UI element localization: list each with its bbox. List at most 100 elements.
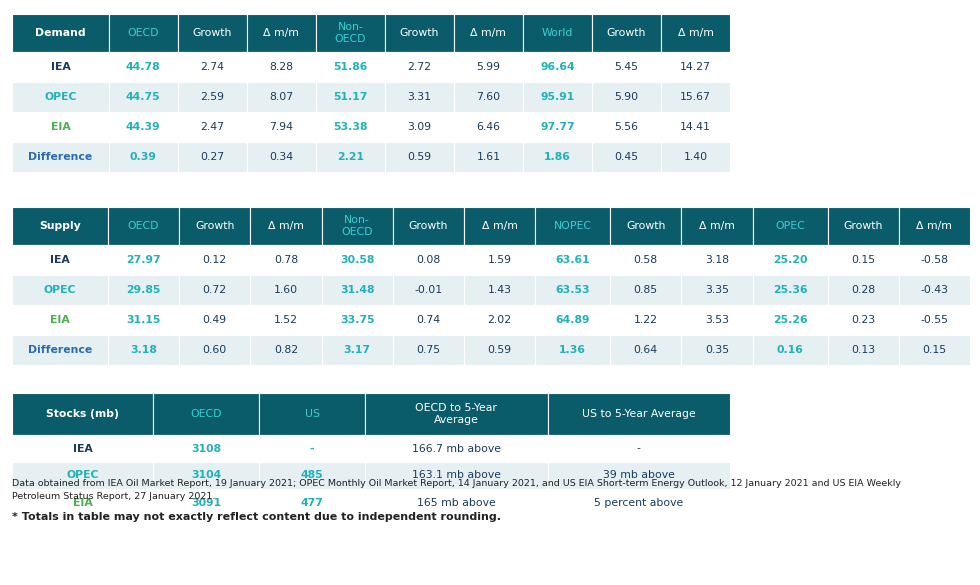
Text: Growth: Growth [409, 221, 448, 231]
Text: 0.64: 0.64 [634, 345, 658, 355]
Bar [247, 142, 316, 172]
Text: Growth: Growth [195, 221, 234, 231]
Text: 3.31: 3.31 [408, 92, 431, 102]
Bar [535, 305, 611, 335]
Bar [366, 393, 548, 435]
Text: 7.94: 7.94 [270, 122, 293, 132]
Bar [179, 207, 250, 245]
Text: 3.18: 3.18 [130, 345, 157, 355]
Bar [454, 112, 523, 142]
Text: 1.43: 1.43 [488, 285, 512, 295]
Text: 0.59: 0.59 [488, 345, 512, 355]
Bar [661, 142, 730, 172]
Text: 25.20: 25.20 [773, 255, 808, 265]
Text: 44.75: 44.75 [126, 92, 161, 102]
Text: 2.72: 2.72 [408, 62, 431, 72]
Text: Growth: Growth [844, 221, 883, 231]
Bar [523, 142, 592, 172]
Text: EIA: EIA [50, 315, 70, 325]
Bar [611, 335, 681, 365]
Text: IEA: IEA [50, 255, 70, 265]
Text: 7.60: 7.60 [476, 92, 501, 102]
Text: 8.07: 8.07 [270, 92, 293, 102]
Text: 5.56: 5.56 [614, 122, 638, 132]
Text: 1.22: 1.22 [634, 315, 658, 325]
Text: Δ m/m: Δ m/m [269, 221, 304, 231]
Bar [321, 275, 393, 305]
Bar [753, 335, 827, 365]
Bar [385, 82, 454, 112]
Bar [12, 52, 109, 82]
Bar [259, 489, 366, 516]
Bar [661, 14, 730, 52]
Text: 0.82: 0.82 [274, 345, 298, 355]
Text: 1.60: 1.60 [274, 285, 298, 295]
Bar [385, 112, 454, 142]
Text: 25.36: 25.36 [773, 285, 808, 295]
Text: OECD: OECD [127, 221, 160, 231]
Bar [108, 207, 179, 245]
Text: Growth: Growth [400, 28, 439, 38]
Bar [681, 335, 753, 365]
Bar [465, 207, 535, 245]
Text: OECD to 5-Year
Average: OECD to 5-Year Average [416, 403, 497, 425]
Text: 14.41: 14.41 [680, 122, 710, 132]
Text: Δ m/m: Δ m/m [264, 28, 299, 38]
Bar [321, 335, 393, 365]
Bar [465, 305, 535, 335]
Text: 1.86: 1.86 [544, 152, 571, 162]
Text: 3108: 3108 [191, 443, 221, 453]
Text: 5.90: 5.90 [614, 92, 639, 102]
Bar [592, 112, 661, 142]
Bar [592, 142, 661, 172]
Bar [681, 275, 753, 305]
Bar [366, 435, 548, 462]
Bar [899, 245, 970, 275]
Bar [179, 305, 250, 335]
Text: -0.43: -0.43 [920, 285, 949, 295]
Bar [611, 275, 681, 305]
Bar [109, 82, 177, 112]
Text: 2.74: 2.74 [200, 62, 224, 72]
Text: 1.52: 1.52 [274, 315, 298, 325]
Text: 33.75: 33.75 [340, 315, 374, 325]
Bar [177, 82, 247, 112]
Text: 1.40: 1.40 [683, 152, 708, 162]
Bar [535, 275, 611, 305]
Bar [108, 335, 179, 365]
Text: -: - [637, 443, 641, 453]
Bar [393, 305, 465, 335]
Bar [661, 112, 730, 142]
Text: IEA: IEA [73, 443, 92, 453]
Text: 1.59: 1.59 [488, 255, 512, 265]
Bar [12, 142, 109, 172]
Bar [259, 462, 366, 489]
Text: 0.49: 0.49 [203, 315, 226, 325]
Text: 3.09: 3.09 [408, 122, 431, 132]
Text: 0.35: 0.35 [705, 345, 729, 355]
Text: 0.74: 0.74 [416, 315, 440, 325]
Bar [259, 393, 366, 435]
Bar [753, 275, 827, 305]
Text: EIA: EIA [73, 497, 92, 508]
Bar [247, 52, 316, 82]
Bar [827, 275, 899, 305]
Bar [548, 489, 730, 516]
Text: 0.72: 0.72 [203, 285, 226, 295]
Bar [827, 245, 899, 275]
Text: Non-
OECD: Non- OECD [334, 22, 367, 44]
Text: Petroleum Status Report, 27 January 2021.: Petroleum Status Report, 27 January 2021… [12, 492, 216, 501]
Text: 1.36: 1.36 [560, 345, 586, 355]
Text: OPEC: OPEC [44, 92, 76, 102]
Bar [316, 112, 385, 142]
Text: 477: 477 [301, 497, 323, 508]
Text: World: World [542, 28, 573, 38]
Bar [592, 14, 661, 52]
Text: 0.78: 0.78 [274, 255, 298, 265]
Text: 5.45: 5.45 [614, 62, 638, 72]
Bar [393, 275, 465, 305]
Bar [108, 245, 179, 275]
Bar [465, 335, 535, 365]
Bar [523, 14, 592, 52]
Text: Data obtained from IEA Oil Market Report, 19 January 2021; OPEC Monthly Oil Mark: Data obtained from IEA Oil Market Report… [12, 479, 901, 488]
